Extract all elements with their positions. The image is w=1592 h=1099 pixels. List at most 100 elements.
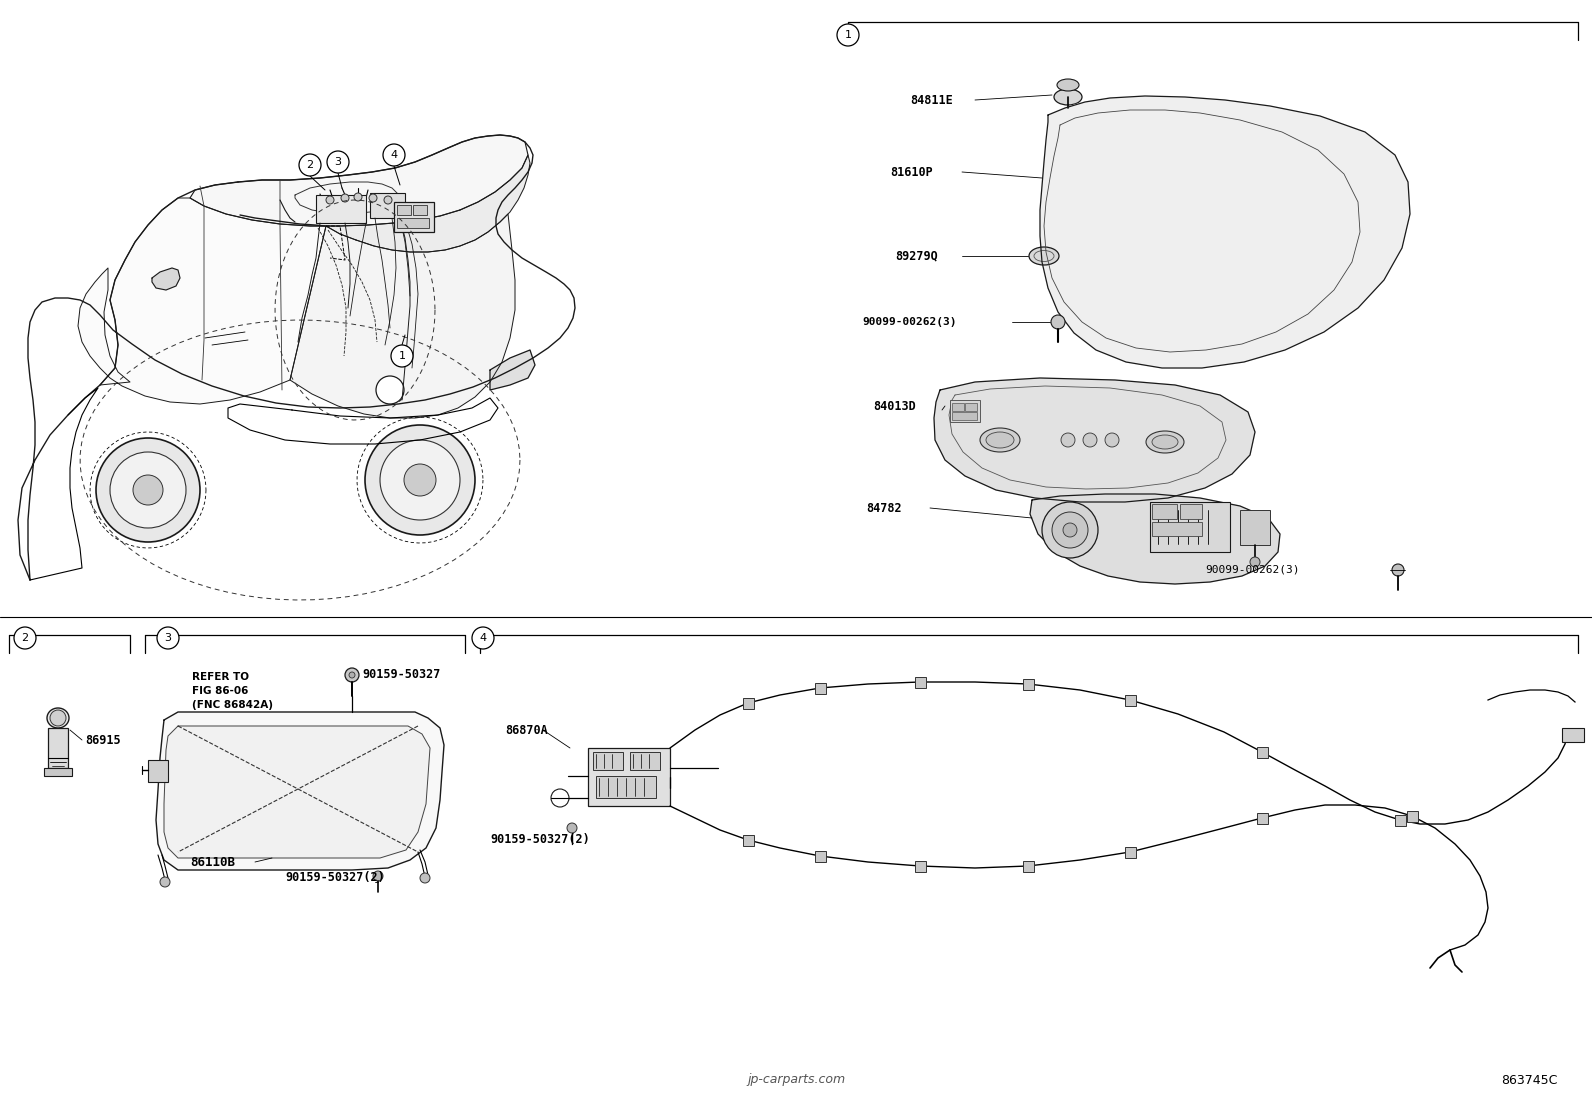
Text: 84782: 84782 — [866, 501, 901, 514]
Circle shape — [158, 628, 178, 650]
Polygon shape — [156, 712, 444, 870]
Circle shape — [1060, 433, 1075, 447]
Polygon shape — [326, 155, 530, 252]
Text: FIG 86-06: FIG 86-06 — [193, 686, 248, 696]
Circle shape — [837, 24, 860, 46]
Ellipse shape — [1028, 247, 1059, 265]
Text: 89279Q: 89279Q — [895, 249, 938, 263]
Bar — [148, 761, 169, 782]
Bar — [396, 206, 411, 215]
Polygon shape — [164, 726, 430, 858]
Bar — [952, 412, 977, 420]
Circle shape — [420, 873, 430, 882]
Circle shape — [110, 452, 186, 528]
Bar — [1153, 504, 1176, 519]
Text: 4: 4 — [479, 633, 487, 643]
Circle shape — [1052, 512, 1087, 548]
Circle shape — [392, 345, 412, 367]
Circle shape — [1250, 557, 1259, 567]
Bar — [1407, 811, 1418, 822]
Bar — [45, 768, 72, 776]
Circle shape — [161, 877, 170, 887]
Ellipse shape — [1146, 431, 1184, 453]
Text: 84013D: 84013D — [872, 400, 915, 412]
Bar — [595, 776, 656, 798]
Ellipse shape — [981, 428, 1020, 452]
Polygon shape — [151, 268, 180, 290]
Bar — [915, 677, 927, 688]
Circle shape — [373, 872, 384, 881]
Text: 3: 3 — [334, 157, 342, 167]
Circle shape — [567, 823, 576, 833]
Text: 86915: 86915 — [84, 733, 121, 746]
Bar — [1149, 502, 1231, 552]
Circle shape — [49, 710, 65, 726]
Circle shape — [1105, 433, 1119, 447]
Circle shape — [349, 671, 355, 678]
Bar — [815, 682, 826, 693]
Text: jp-carparts.com: jp-carparts.com — [747, 1074, 845, 1087]
Polygon shape — [290, 214, 514, 418]
Bar — [1562, 728, 1584, 742]
Bar — [412, 206, 427, 215]
Ellipse shape — [1153, 435, 1178, 449]
Circle shape — [341, 195, 349, 202]
Bar — [630, 752, 661, 770]
Bar — [1024, 861, 1033, 872]
Polygon shape — [1040, 96, 1411, 368]
Circle shape — [96, 439, 201, 542]
Circle shape — [299, 154, 322, 176]
Ellipse shape — [1054, 89, 1083, 106]
Polygon shape — [935, 378, 1254, 502]
Text: 2: 2 — [306, 160, 314, 170]
Bar — [48, 728, 68, 768]
Text: 90159-50327: 90159-50327 — [361, 668, 441, 681]
Circle shape — [384, 144, 404, 166]
Polygon shape — [78, 198, 326, 404]
Bar — [743, 835, 755, 846]
Circle shape — [404, 464, 436, 496]
Circle shape — [134, 475, 162, 506]
Ellipse shape — [985, 432, 1014, 448]
Circle shape — [384, 196, 392, 204]
Bar — [369, 193, 404, 218]
Bar — [950, 400, 981, 422]
Bar — [965, 403, 977, 411]
Text: 90099-00262(3): 90099-00262(3) — [1205, 565, 1299, 575]
Text: 3: 3 — [164, 633, 172, 643]
Bar — [587, 748, 670, 806]
Text: 90159-50327(2): 90159-50327(2) — [490, 833, 589, 846]
Bar — [1126, 695, 1137, 706]
Bar — [1240, 510, 1270, 545]
Bar — [915, 861, 927, 872]
Text: 84811E: 84811E — [911, 93, 952, 107]
Ellipse shape — [1057, 79, 1079, 91]
Bar — [393, 202, 435, 232]
Circle shape — [376, 376, 404, 404]
Text: 90159-50327(2): 90159-50327(2) — [285, 872, 385, 885]
Polygon shape — [1030, 493, 1280, 584]
Bar — [1258, 813, 1267, 824]
Text: 1: 1 — [398, 351, 406, 360]
Circle shape — [14, 628, 37, 650]
Text: REFER TO: REFER TO — [193, 671, 248, 682]
Text: 86870A: 86870A — [505, 723, 548, 736]
Bar — [315, 195, 366, 223]
Circle shape — [326, 151, 349, 173]
Text: 863745C: 863745C — [1501, 1074, 1559, 1087]
Circle shape — [1391, 564, 1404, 576]
Bar — [592, 752, 622, 770]
Bar — [743, 698, 755, 709]
Circle shape — [1043, 502, 1098, 558]
Circle shape — [365, 425, 474, 535]
Circle shape — [1051, 315, 1065, 329]
Circle shape — [471, 628, 494, 650]
Text: 2: 2 — [21, 633, 29, 643]
Polygon shape — [490, 349, 535, 390]
Bar — [815, 851, 826, 862]
Circle shape — [345, 668, 360, 682]
Circle shape — [326, 196, 334, 204]
Bar — [1258, 747, 1267, 758]
Circle shape — [353, 193, 361, 201]
Text: (FNC 86842A): (FNC 86842A) — [193, 700, 272, 710]
